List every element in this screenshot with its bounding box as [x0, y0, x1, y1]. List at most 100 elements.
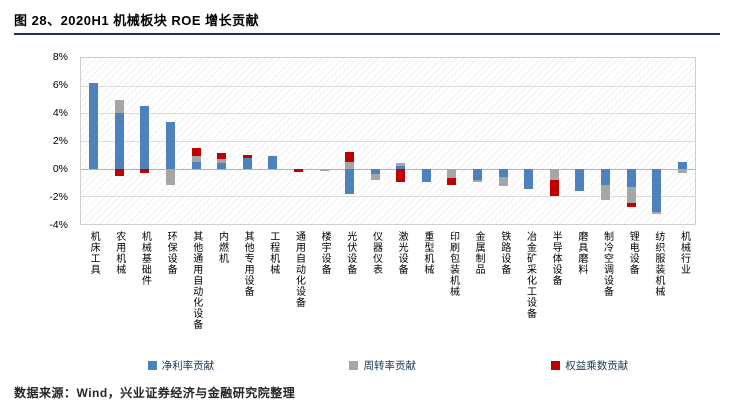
legend-label: 权益乘数贡献 — [565, 359, 629, 372]
x-axis-label: 机床工具 — [80, 231, 106, 349]
bar-segment — [549, 168, 559, 180]
plot-area — [80, 57, 696, 225]
x-axis-label-text: 半导体设备 — [550, 231, 562, 286]
x-axis-label: 工程机械 — [260, 231, 286, 349]
y-tick-label: 8% — [52, 51, 68, 63]
bar-segment — [473, 168, 483, 181]
bar-segment — [217, 158, 227, 164]
x-axis-label-text: 环保设备 — [165, 231, 177, 275]
bar-segment — [626, 203, 636, 208]
bar-segment — [396, 165, 406, 169]
bar-segment — [114, 113, 124, 169]
y-tick-label: -2% — [49, 191, 68, 203]
legend-item: 权益乘数贡献 — [551, 358, 628, 373]
x-axis-label-text: 激光设备 — [396, 231, 408, 275]
data-source: 数据来源：Wind，兴业证券经济与金融研究院整理 — [14, 386, 296, 400]
bar-segment — [140, 106, 150, 169]
figure-title: 图 28、2020H1 机械板块 ROE 增长贡献 — [14, 13, 260, 28]
x-axis-label: 环保设备 — [157, 231, 183, 349]
y-tick-label: 2% — [52, 135, 68, 147]
x-axis-label-text: 冶金矿采化工设备 — [524, 231, 536, 319]
bar-segment — [345, 161, 355, 169]
bar-segment — [498, 176, 508, 186]
y-tick-label: 6% — [52, 78, 68, 91]
x-axis-label: 重型机械 — [414, 231, 440, 349]
legend-label: 周转率贡献 — [363, 359, 416, 372]
x-axis-label-text: 其他通用自动化设备 — [190, 231, 202, 330]
bar-segment — [652, 211, 662, 215]
bar-segment — [345, 168, 355, 194]
bar-segment — [396, 163, 406, 166]
x-axis-label-text: 楼宇设备 — [319, 231, 331, 275]
y-tick-label: 0% — [52, 162, 68, 175]
bar-segment — [114, 168, 124, 176]
legend-item: 净利率贡献 — [147, 358, 215, 373]
legend-label: 净利率贡献 — [161, 359, 215, 372]
x-axis-label-text: 纺织服装机械 — [652, 231, 664, 297]
bar-segment — [447, 168, 457, 178]
bar-segment — [268, 156, 278, 169]
x-axis-label-text: 机床工具 — [88, 231, 100, 275]
gridline — [81, 113, 695, 115]
gridline — [81, 141, 695, 142]
bar-segment — [114, 99, 124, 114]
x-axis-label-text: 印刷包装机械 — [447, 231, 459, 297]
x-axis-label-text: 光伏设备 — [344, 231, 356, 275]
x-axis-label-text: 其他专用设备 — [242, 231, 254, 297]
x-axis-label: 金属制品 — [465, 231, 491, 349]
bar-segment — [652, 168, 662, 212]
x-axis-label: 冶金矿采化工设备 — [516, 231, 542, 349]
x-axis-label: 仪器仪表 — [362, 231, 388, 349]
x-axis-label: 机械基础件 — [131, 231, 157, 349]
x-axis-label: 锂电设备 — [619, 231, 645, 349]
title-rule — [14, 33, 720, 35]
x-axis-label: 制冷空调设备 — [593, 231, 619, 349]
x-axis-labels: 机床工具 农用机械 机械基础件 环保设备 其他通用自动化设备 内燃机 其他专用设备 工程机械 通… — [80, 231, 696, 349]
x-axis-label: 其他通用自动化设备 — [183, 231, 209, 349]
x-axis-label: 半导体设备 — [542, 231, 568, 349]
x-axis-label-text: 磨具磨料 — [575, 231, 587, 275]
bar-segment — [293, 168, 303, 173]
bar-segment — [626, 186, 636, 204]
x-axis-label: 印刷包装机械 — [439, 231, 465, 349]
bar-segment — [370, 168, 380, 175]
zero-line — [81, 168, 695, 170]
y-tick-label: 4% — [52, 106, 68, 119]
x-axis-label: 农用机械 — [106, 231, 132, 349]
bar-segment — [473, 180, 483, 183]
x-axis-label: 纺织服装机械 — [645, 231, 671, 349]
bar-segment — [524, 168, 534, 190]
bar-segment — [242, 154, 252, 158]
bar-segment — [677, 161, 687, 169]
x-axis-label-text: 仪器仪表 — [370, 231, 382, 275]
x-axis-label: 磨具磨料 — [568, 231, 594, 349]
bar-segment — [421, 168, 431, 182]
bar-segment — [191, 147, 201, 157]
x-axis-label-text: 金属制品 — [473, 231, 485, 275]
gridline — [81, 85, 695, 87]
bar-segment — [166, 168, 176, 186]
x-axis-label-text: 重型机械 — [421, 231, 433, 275]
gridline — [81, 196, 695, 198]
x-axis-label: 激光设备 — [388, 231, 414, 349]
bar-segment — [575, 168, 585, 191]
x-axis-label-text: 机械基础件 — [139, 231, 151, 286]
bar-segment — [600, 185, 610, 201]
bar-segment — [191, 156, 201, 162]
bar-segment — [396, 168, 406, 183]
bar-segment — [217, 163, 227, 169]
x-axis-label-text: 通用自动化设备 — [293, 231, 305, 308]
legend: 净利率贡献 周转率贡献 权益乘数贡献 — [80, 356, 696, 374]
x-axis-label-text: 制冷空调设备 — [601, 231, 613, 297]
bar-segment — [549, 179, 559, 196]
bar-segment — [166, 121, 176, 169]
x-axis-label: 通用自动化设备 — [285, 231, 311, 349]
bar-segment — [319, 168, 329, 172]
bar-segment — [498, 168, 508, 177]
legend-swatch — [147, 360, 157, 370]
legend-swatch — [551, 360, 561, 370]
bar-segment — [242, 157, 252, 169]
x-axis-label: 光伏设备 — [337, 231, 363, 349]
bar-segment — [370, 174, 380, 180]
